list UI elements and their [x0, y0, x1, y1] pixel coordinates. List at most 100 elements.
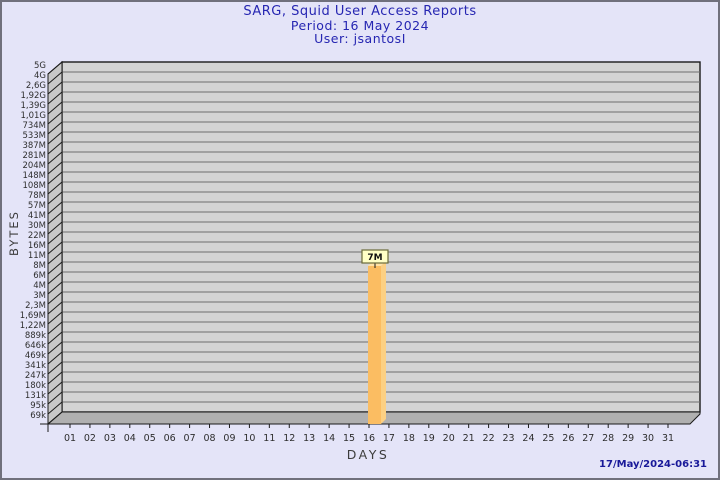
y-tick	[47, 91, 63, 105]
x-tick-label: 23	[502, 433, 514, 444]
x-axis-title: DAYS	[346, 447, 390, 462]
y-tick	[47, 281, 63, 295]
y-tick-label: 41M	[28, 211, 46, 221]
x-tick-label: 20	[443, 433, 455, 444]
y-tick-label: 2,3M	[25, 301, 46, 311]
y-tick-label: 204M	[22, 161, 46, 171]
y-tick	[47, 211, 63, 225]
x-tick-label: 21	[463, 433, 475, 444]
y-tick-label: 1,69M	[20, 311, 46, 321]
x-tick-label: 18	[403, 433, 415, 444]
y-tick	[47, 361, 63, 375]
y-tick-label: 3M	[33, 291, 46, 301]
x-tick-label: 12	[283, 433, 295, 444]
x-tick-label: 07	[184, 433, 196, 444]
y-tick-label: 78M	[28, 191, 46, 201]
y-tick	[47, 181, 63, 195]
y-axis-title: BYTES	[7, 210, 21, 256]
y-tick-label: 1,01G	[20, 111, 46, 121]
y-tick-label: 341k	[25, 361, 46, 371]
x-tick-label: 25	[542, 433, 554, 444]
x-tick-label: 31	[662, 433, 674, 444]
y-tick-label: 469k	[25, 351, 46, 361]
chart-period: Period: 16 May 2024	[290, 18, 430, 33]
y-tick	[47, 321, 63, 335]
y-tick-label: 1,92G	[20, 91, 46, 101]
chart-user: User: jsantosI	[314, 31, 406, 46]
chart-title: SARG, Squid User Access Reports	[243, 4, 477, 19]
x-tick-label: 17	[383, 433, 395, 444]
y-tick	[47, 151, 63, 165]
y-tick-label: 6M	[33, 271, 46, 281]
generated-timestamp: 17/May/2024-06:31	[599, 459, 707, 470]
y-tick	[47, 161, 63, 175]
y-tick	[47, 261, 63, 275]
axis-wall	[47, 60, 63, 426]
y-tick	[47, 231, 63, 245]
x-tick-label: 22	[483, 433, 495, 444]
y-tick-label: 734M	[22, 121, 46, 131]
y-tick	[47, 401, 63, 415]
x-tick-label: 02	[84, 433, 96, 444]
y-tick-label: 180k	[25, 381, 46, 391]
y-tick	[47, 111, 63, 125]
y-tick	[47, 71, 63, 85]
chart-header: SARG, Squid User Access Reports Period: …	[0, 4, 720, 46]
y-tick	[47, 251, 63, 265]
y-tick-label: 108M	[22, 181, 46, 191]
y-tick	[47, 201, 63, 215]
y-tick-label: 57M	[28, 201, 46, 211]
y-tick-label: 131k	[25, 391, 46, 401]
x-tick-label: 01	[64, 433, 76, 444]
y-tick-label: 5G	[34, 61, 46, 71]
x-tick-label: 13	[303, 433, 315, 444]
y-tick-label: 30M	[28, 221, 46, 231]
y-tick-label: 148M	[22, 171, 46, 181]
y-tick	[47, 271, 63, 285]
y-tick-label: 95k	[30, 401, 46, 411]
y-tick	[47, 131, 63, 145]
bar-side-face	[381, 261, 386, 424]
x-tick-label: 27	[582, 433, 594, 444]
x-tick-label: 30	[642, 433, 654, 444]
y-tick	[47, 331, 63, 345]
y-tick-label: 2,6G	[26, 81, 46, 91]
x-tick-label: 14	[323, 433, 335, 444]
x-tick-label: 11	[263, 433, 275, 444]
x-tick-label: 15	[343, 433, 355, 444]
y-tick-label: 247k	[25, 371, 46, 381]
x-tick-label: 06	[164, 433, 176, 444]
y-tick-label: 22M	[28, 231, 46, 241]
y-tick	[47, 171, 63, 185]
y-tick	[47, 291, 63, 305]
y-tick	[47, 391, 63, 405]
y-tick	[47, 411, 63, 425]
value-label: 7M	[367, 253, 382, 263]
y-tick	[47, 301, 63, 315]
x-tick-label: 04	[124, 433, 136, 444]
y-tick	[47, 81, 63, 95]
y-tick-label: 16M	[28, 241, 46, 251]
y-tick	[47, 121, 63, 135]
y-tick-label: 387M	[22, 141, 46, 151]
x-tick-label: 28	[602, 433, 614, 444]
y-tick-label: 11M	[28, 251, 46, 261]
y-tick	[47, 371, 63, 385]
y-tick-label: 69k	[30, 411, 46, 421]
y-tick-label: 1,22M	[20, 321, 46, 331]
x-tick-label: 03	[104, 433, 116, 444]
y-tick-label: 533M	[22, 131, 46, 141]
y-tick	[47, 341, 63, 355]
y-tick	[47, 241, 63, 255]
y-tick-label: 646k	[25, 341, 46, 351]
x-tick-label: 26	[562, 433, 574, 444]
y-tick	[47, 191, 63, 205]
x-tick-label: 29	[622, 433, 634, 444]
y-tick-label: 1,39G	[20, 101, 46, 111]
y-tick-label: 4G	[34, 71, 46, 81]
x-tick-label: 24	[522, 433, 534, 444]
y-tick-label: 8M	[33, 261, 46, 271]
x-tick-label: 08	[203, 433, 215, 444]
y-tick	[47, 351, 63, 365]
